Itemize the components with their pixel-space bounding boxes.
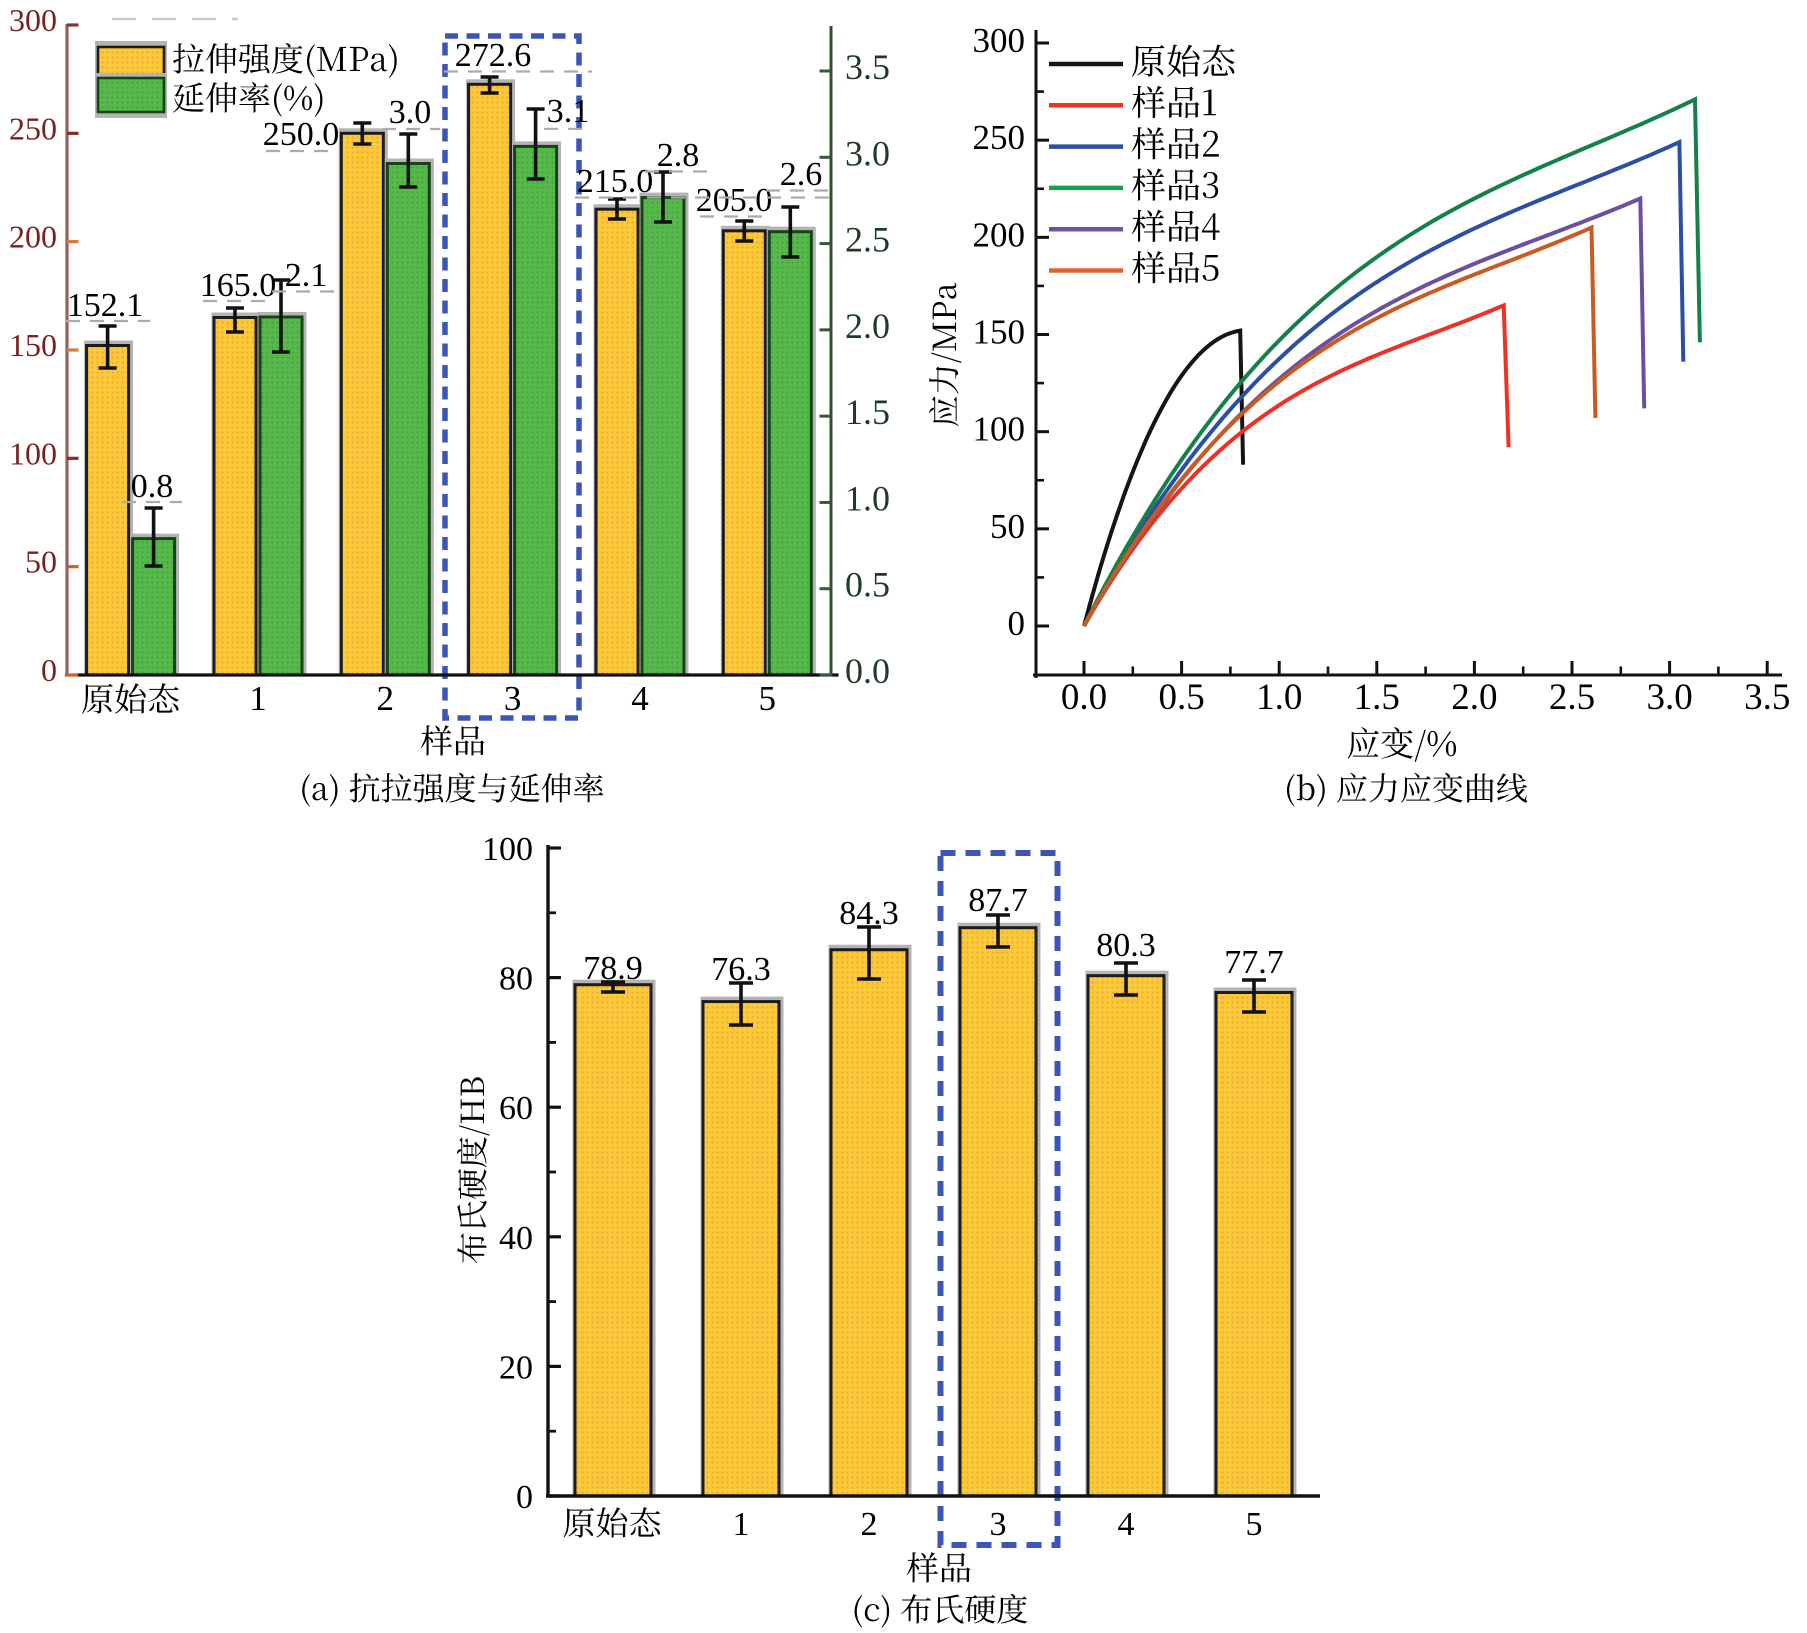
svg-text:78.9: 78.9 — [583, 950, 643, 987]
svg-text:0.5: 0.5 — [1158, 677, 1204, 718]
svg-text:4: 4 — [631, 679, 649, 718]
svg-text:100: 100 — [482, 831, 533, 868]
svg-text:250: 250 — [9, 110, 57, 146]
svg-text:200: 200 — [9, 219, 57, 255]
svg-text:152.1: 152.1 — [67, 287, 144, 324]
svg-text:20: 20 — [499, 1349, 533, 1386]
svg-text:3: 3 — [504, 679, 522, 718]
svg-text:150: 150 — [9, 327, 57, 363]
svg-text:5: 5 — [759, 679, 777, 718]
svg-text:2.8: 2.8 — [657, 137, 700, 174]
svg-text:3.1: 3.1 — [547, 93, 590, 130]
svg-text:87.7: 87.7 — [968, 882, 1028, 919]
svg-text:215.0: 215.0 — [577, 163, 654, 200]
svg-text:300: 300 — [9, 2, 57, 38]
svg-text:2.1: 2.1 — [285, 257, 328, 294]
svg-text:0.0: 0.0 — [1061, 677, 1107, 718]
svg-text:50: 50 — [990, 507, 1025, 546]
svg-text:1.0: 1.0 — [845, 478, 890, 518]
svg-text:80.3: 80.3 — [1096, 927, 1156, 964]
svg-text:40: 40 — [499, 1220, 533, 1257]
svg-text:77.7: 77.7 — [1224, 944, 1284, 981]
svg-text:1: 1 — [249, 679, 267, 718]
svg-text:100: 100 — [973, 410, 1026, 449]
svg-text:205.0: 205.0 — [696, 182, 773, 219]
svg-text:0.0: 0.0 — [845, 651, 890, 691]
svg-text:250: 250 — [973, 118, 1026, 157]
svg-text:2: 2 — [861, 1506, 878, 1543]
svg-text:0: 0 — [1008, 604, 1026, 643]
svg-text:50: 50 — [25, 544, 57, 580]
svg-text:80: 80 — [499, 961, 533, 998]
svg-text:250.0: 250.0 — [263, 116, 340, 153]
svg-text:1: 1 — [733, 1506, 750, 1543]
svg-text:84.3: 84.3 — [839, 895, 899, 932]
svg-text:3: 3 — [990, 1506, 1007, 1543]
svg-text:1.5: 1.5 — [845, 392, 890, 432]
svg-text:5: 5 — [1246, 1506, 1263, 1543]
svg-text:165.0: 165.0 — [200, 267, 277, 304]
svg-text:3.5: 3.5 — [845, 47, 890, 87]
svg-text:3.5: 3.5 — [1744, 677, 1790, 718]
svg-text:76.3: 76.3 — [711, 951, 771, 988]
svg-text:0.5: 0.5 — [845, 565, 890, 605]
svg-text:0: 0 — [516, 1479, 533, 1516]
svg-text:2.0: 2.0 — [845, 306, 890, 346]
svg-text:272.6: 272.6 — [455, 37, 532, 74]
svg-text:4: 4 — [1118, 1506, 1135, 1543]
svg-text:60: 60 — [499, 1090, 533, 1127]
svg-text:100: 100 — [9, 435, 57, 471]
svg-text:150: 150 — [973, 313, 1026, 352]
svg-text:3.0: 3.0 — [1646, 677, 1692, 718]
svg-text:0: 0 — [41, 652, 57, 688]
svg-text:3.0: 3.0 — [845, 133, 890, 173]
svg-text:300: 300 — [973, 21, 1026, 60]
svg-text:2.5: 2.5 — [1549, 677, 1595, 718]
svg-text:200: 200 — [973, 215, 1026, 254]
svg-text:2.6: 2.6 — [780, 156, 823, 193]
svg-text:2.5: 2.5 — [845, 220, 890, 260]
svg-text:2: 2 — [377, 679, 395, 718]
svg-text:1.0: 1.0 — [1256, 677, 1302, 718]
svg-text:3.0: 3.0 — [389, 94, 432, 131]
svg-text:1.5: 1.5 — [1354, 677, 1400, 718]
svg-text:2.0: 2.0 — [1451, 677, 1497, 718]
svg-text:0.8: 0.8 — [131, 468, 174, 505]
